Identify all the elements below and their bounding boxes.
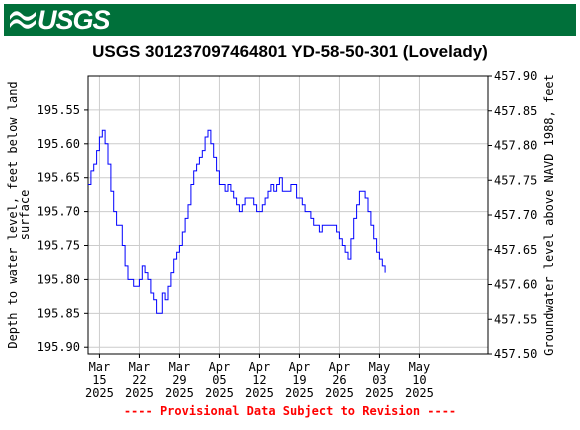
left-tick-label: 195.90 [37, 340, 80, 354]
x-tick-label: Mar [129, 360, 151, 374]
x-tick-label: 05 [212, 373, 226, 387]
provisional-data-note: ---- Provisional Data Subject to Revisio… [123, 404, 457, 418]
x-tick-label: 2025 [205, 386, 234, 400]
usgs-logo-icon [10, 11, 36, 29]
x-tick-label: Apr [249, 360, 271, 374]
grid-layer [88, 76, 488, 354]
left-axis-ticks: 195.55 195.60 195.65 195.70 195.75 195.80 195.… [37, 103, 88, 354]
x-tick-label: 2025 [365, 386, 394, 400]
x-tick-label: 2025 [325, 386, 354, 400]
x-tick-label: 10 [412, 373, 426, 387]
right-tick-label: 457.70 [494, 208, 537, 222]
right-tick-label: 457.75 [494, 173, 537, 187]
x-tick-label: 2025 [285, 386, 314, 400]
x-tick-label: 2025 [165, 386, 194, 400]
x-tick-label: Apr [289, 360, 311, 374]
right-axis-ticks: 457.50 457.55 457.60 457.65 457.70 457.75 457.… [488, 69, 537, 361]
right-tick-label: 457.50 [494, 347, 537, 361]
x-tick-label: 26 [332, 373, 346, 387]
x-tick-label: 2025 [125, 386, 154, 400]
right-tick-label: 457.55 [494, 312, 537, 326]
right-axis-label: Groundwater level above NAVD 1988, feet [542, 74, 556, 356]
right-tick-label: 457.65 [494, 243, 537, 257]
right-tick-label: 457.90 [494, 69, 537, 83]
left-tick-label: 195.55 [37, 103, 80, 117]
right-tick-label: 457.85 [494, 104, 537, 118]
left-tick-label: 195.85 [37, 306, 80, 320]
left-axis-label-line2: surface [18, 190, 32, 241]
left-tick-label: 195.60 [37, 137, 80, 151]
x-tick-label: 2025 [405, 386, 434, 400]
x-tick-label: 2025 [245, 386, 274, 400]
x-tick-label: Mar [89, 360, 111, 374]
plot-frame [87, 75, 489, 355]
usgs-header-bar: USGS [4, 4, 576, 36]
x-tick-label: 03 [372, 373, 386, 387]
left-tick-label: 195.75 [37, 239, 80, 253]
x-tick-label: 15 [92, 373, 106, 387]
x-tick-label: 22 [132, 373, 146, 387]
x-tick-label: Mar [169, 360, 191, 374]
right-tick-label: 457.80 [494, 139, 537, 153]
x-tick-label: Apr [209, 360, 231, 374]
x-tick-label: May [369, 360, 391, 374]
x-tick-label: 29 [172, 373, 186, 387]
x-axis-ticks: Mar152025Mar222025Mar292025Apr052025Apr1… [85, 354, 434, 400]
x-tick-label: May [409, 360, 431, 374]
left-tick-label: 195.65 [37, 171, 80, 185]
water-level-series-line [88, 129, 386, 314]
x-tick-label: Apr [329, 360, 351, 374]
x-tick-label: 2025 [85, 386, 114, 400]
x-tick-label: 12 [252, 373, 266, 387]
left-tick-label: 195.80 [37, 272, 80, 286]
left-tick-label: 195.70 [37, 205, 80, 219]
usgs-logo-text: USGS [37, 5, 111, 35]
right-tick-label: 457.60 [494, 278, 537, 292]
x-tick-label: 19 [292, 373, 306, 387]
chart-title: USGS 301237097464801 YD-58-50-301 (Lovel… [92, 42, 488, 61]
left-axis-label-line1: Depth to water level, feet below land [6, 81, 20, 348]
